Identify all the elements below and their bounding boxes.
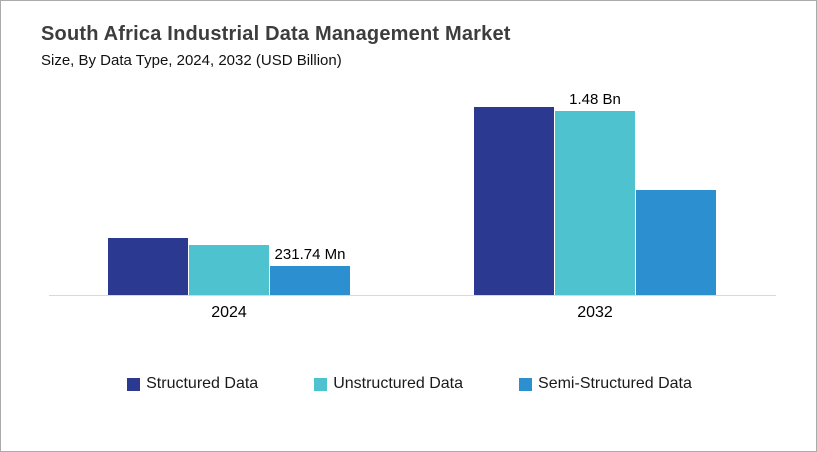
legend-item-unstructured-data: Unstructured Data <box>314 375 463 393</box>
data-label-semi-structured-data-2024: 231.74 Mn <box>274 246 346 263</box>
bar-unstructured-data-2032: 1.48 Bn <box>555 91 635 295</box>
bar-structured-data-2024 <box>108 238 188 295</box>
legend-item-semi-structured-data: Semi-Structured Data <box>519 375 692 393</box>
bar-group-2032: 1.48 Bn <box>474 91 716 295</box>
data-label-unstructured-data-2032: 1.48 Bn <box>569 91 621 108</box>
legend-item-structured-data: Structured Data <box>127 375 258 393</box>
legend: Structured Data Unstructured Data Semi-Str… <box>1 375 816 393</box>
legend-label-unstructured-data: Unstructured Data <box>333 375 464 392</box>
x-axis-line <box>49 295 776 296</box>
x-tick-2024: 2024 <box>211 304 247 321</box>
x-tick-2032: 2032 <box>577 304 613 321</box>
bar-structured-data-2032 <box>474 107 554 295</box>
bar-semi-structured-data-2024: 231.74 Mn <box>270 246 350 295</box>
legend-swatch-icon <box>314 377 328 391</box>
chart-subtitle: Size, By Data Type, 2024, 2032 (USD Bill… <box>41 52 342 69</box>
legend-swatch-icon <box>519 377 533 391</box>
legend-swatch-icon <box>127 377 141 391</box>
bar-group-2024: 231.74 Mn <box>108 238 350 295</box>
bar-unstructured-data-2024 <box>189 245 269 295</box>
legend-label-structured-data: Structured Data <box>146 375 259 392</box>
chart-title: South Africa Industrial Data Management … <box>41 23 511 45</box>
legend-label-semi-structured-data: Semi-Structured Data <box>538 375 692 392</box>
bar-semi-structured-data-2032 <box>636 190 716 295</box>
